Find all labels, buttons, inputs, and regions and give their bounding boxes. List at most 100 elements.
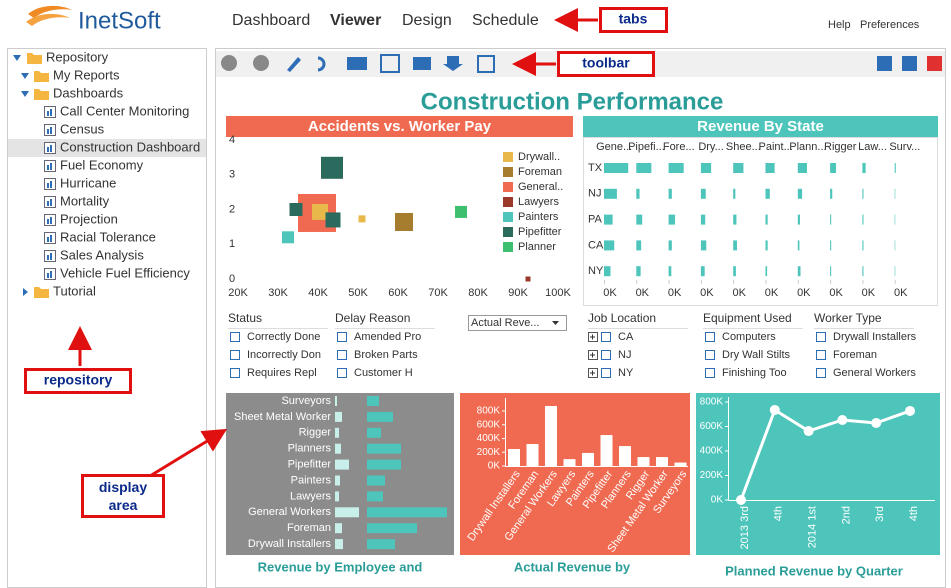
checkbox[interactable]: [230, 368, 240, 378]
dashboard-icon: [50, 163, 52, 170]
filter-item[interactable]: Broken Parts: [354, 349, 418, 361]
schedule-button[interactable]: [380, 54, 400, 73]
filter-item[interactable]: Correctly Done: [247, 331, 320, 343]
legend-label[interactable]: Painters: [518, 211, 559, 223]
forward-button[interactable]: [253, 55, 269, 71]
tree-item[interactable]: Repository: [46, 49, 109, 64]
tree-item[interactable]: Fuel Economy: [60, 157, 144, 172]
filter-item[interactable]: Amended Pro: [354, 331, 421, 343]
checkbox[interactable]: [816, 350, 826, 360]
tree-item[interactable]: Hurricane: [60, 175, 116, 190]
expand-arrow[interactable]: [21, 91, 29, 97]
checkbox[interactable]: [230, 332, 240, 342]
checkbox[interactable]: [816, 332, 826, 342]
header-link[interactable]: Help: [828, 19, 851, 31]
tree-item[interactable]: Tutorial: [53, 283, 96, 298]
tree-item[interactable]: Call Center Monitoring: [60, 103, 189, 118]
x-tick-label: 0K: [668, 287, 682, 299]
dropdown[interactable]: [468, 315, 567, 331]
column-header: Plann...: [789, 141, 826, 153]
export-button[interactable]: [443, 56, 463, 71]
filter-item[interactable]: General Workers: [833, 367, 916, 379]
bar: [636, 163, 652, 173]
bar: [335, 507, 359, 518]
filter-item[interactable]: Incorrectly Don: [247, 349, 321, 361]
checkbox[interactable]: [337, 350, 347, 360]
filter-item[interactable]: Foreman: [833, 349, 877, 361]
expand-arrow[interactable]: [21, 73, 29, 79]
dashboard-icon: [47, 237, 49, 242]
window-button[interactable]: [902, 56, 917, 71]
filter-item[interactable]: Drywall Installers: [833, 331, 917, 343]
filter-item[interactable]: Computers: [722, 331, 776, 343]
checkbox[interactable]: [816, 368, 826, 378]
filter-item[interactable]: Requires Repl: [247, 367, 317, 379]
bar: [600, 435, 613, 466]
legend-label[interactable]: Drywall..: [518, 151, 560, 163]
close-button[interactable]: [927, 56, 942, 71]
tree-item[interactable]: Census: [60, 121, 105, 136]
back-button[interactable]: [221, 55, 237, 71]
filter-item[interactable]: CA: [618, 331, 634, 343]
bar: [797, 163, 807, 173]
tab[interactable]: Dashboard: [232, 12, 310, 29]
bar: [668, 188, 672, 199]
checkbox[interactable]: [601, 332, 611, 342]
legend-label[interactable]: Pipefitter: [518, 226, 562, 238]
legend-label[interactable]: Foreman: [518, 166, 562, 178]
filter-item[interactable]: Finishing Too: [722, 367, 787, 379]
checkbox[interactable]: [337, 332, 347, 342]
x-tick-label: 0K: [732, 287, 746, 299]
header-link[interactable]: Preferences: [860, 19, 920, 31]
dashboard-icon: [50, 145, 52, 152]
x-tick-label: 60K: [388, 287, 408, 299]
edit-button[interactable]: [287, 57, 301, 72]
bar: [668, 214, 676, 225]
tree-item[interactable]: Construction Dashboard: [60, 139, 200, 154]
bar: [335, 475, 340, 486]
x-tick-label: 0K: [603, 287, 617, 299]
tree-item[interactable]: Vehicle Fuel Efficiency: [60, 265, 190, 280]
checkbox[interactable]: [230, 350, 240, 360]
bar: [508, 449, 520, 466]
filter-item[interactable]: Customer H: [354, 367, 413, 379]
legend-label[interactable]: Planner: [518, 241, 556, 253]
tree-item[interactable]: Projection: [60, 211, 118, 226]
scatter-point: [289, 203, 303, 216]
close-viewer-button[interactable]: [477, 55, 495, 73]
filter-item[interactable]: Dry Wall Stilts: [722, 349, 791, 361]
bar: [636, 214, 643, 225]
tab[interactable]: Schedule: [472, 12, 539, 29]
legend-label[interactable]: General..: [518, 181, 563, 193]
x-tick-label: 0K: [829, 287, 843, 299]
bookmark-button[interactable]: [877, 56, 892, 71]
checkbox[interactable]: [705, 368, 715, 378]
tree-item[interactable]: My Reports: [53, 67, 120, 82]
tree-item[interactable]: Racial Tolerance: [60, 229, 156, 244]
expand-arrow[interactable]: [13, 55, 21, 61]
bar: [367, 443, 401, 454]
filter-item[interactable]: NJ: [618, 349, 631, 361]
column-header: Rigger: [824, 141, 857, 153]
y-tick-label: 2: [229, 203, 235, 215]
tree-item[interactable]: Sales Analysis: [60, 247, 144, 262]
email-button[interactable]: [347, 57, 367, 70]
expand-plus: [590, 370, 595, 376]
checkbox[interactable]: [601, 350, 611, 360]
legend-label[interactable]: Lawyers: [518, 196, 559, 208]
filter-item[interactable]: NY: [618, 367, 634, 379]
checkbox[interactable]: [337, 368, 347, 378]
checkbox[interactable]: [705, 332, 715, 342]
tree-item[interactable]: Mortality: [60, 193, 110, 208]
tab[interactable]: Design: [402, 12, 452, 29]
tree-item[interactable]: Dashboards: [53, 85, 124, 100]
x-tick-label: 2nd: [840, 506, 852, 524]
tab[interactable]: Viewer: [330, 12, 381, 29]
expand-arrow[interactable]: [23, 288, 28, 296]
checkbox[interactable]: [705, 350, 715, 360]
checkbox[interactable]: [601, 368, 611, 378]
bar: [797, 240, 800, 251]
logo[interactable]: InetSoft: [26, 5, 161, 34]
refresh-button[interactable]: [317, 56, 326, 72]
print-button[interactable]: [413, 57, 431, 70]
